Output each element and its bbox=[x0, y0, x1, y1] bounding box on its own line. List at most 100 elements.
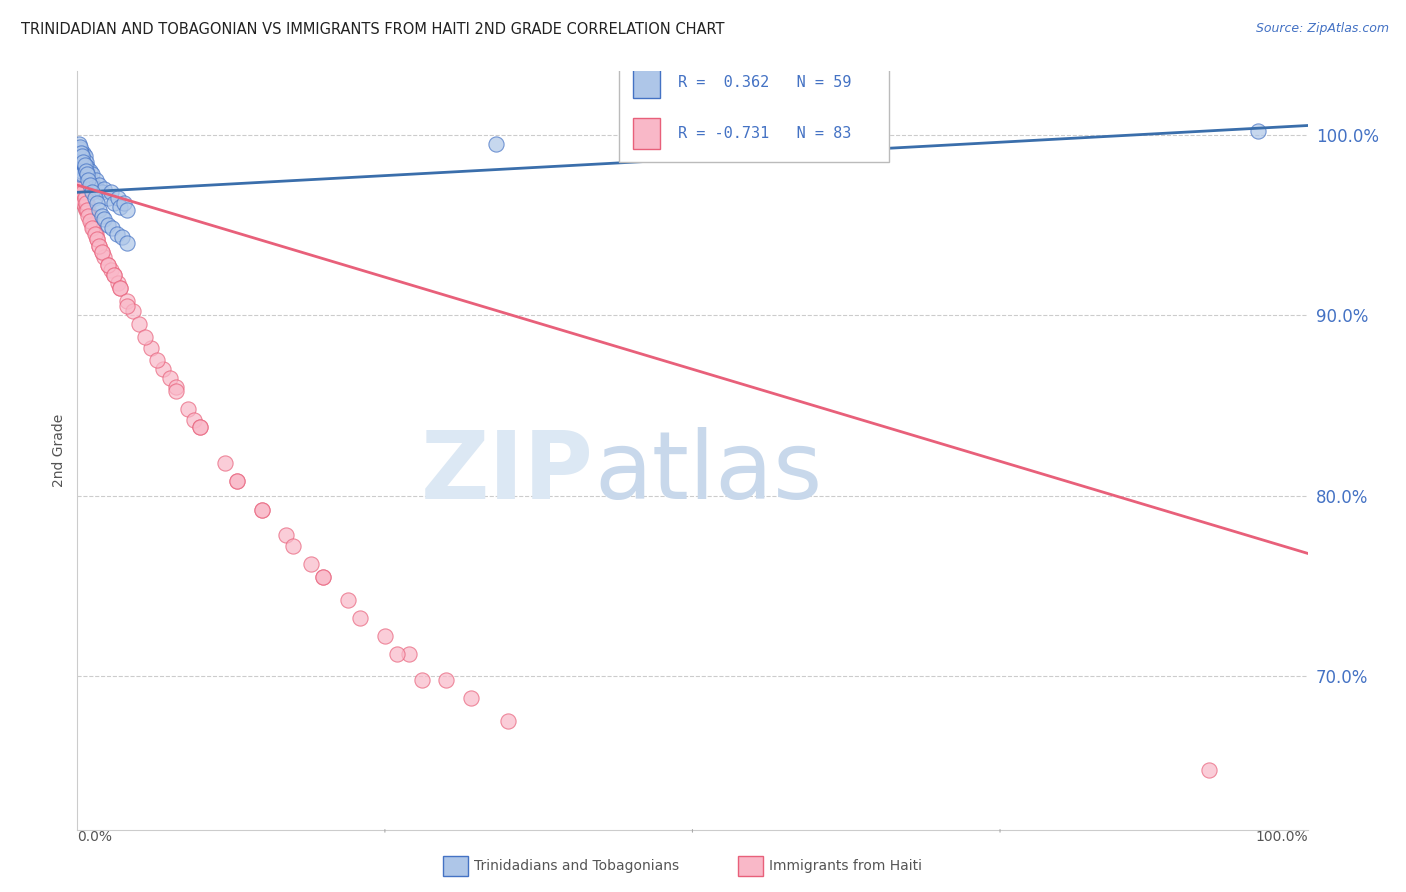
Point bbox=[73, 191, 96, 205]
Text: Source: ZipAtlas.com: Source: ZipAtlas.com bbox=[1256, 22, 1389, 36]
Point bbox=[134, 330, 156, 344]
Point bbox=[70, 149, 93, 163]
Point bbox=[276, 528, 298, 542]
Point bbox=[177, 401, 200, 416]
Point bbox=[496, 714, 519, 729]
Point bbox=[76, 160, 98, 174]
Point bbox=[82, 167, 104, 181]
Text: atlas: atlas bbox=[595, 427, 823, 519]
Point bbox=[115, 299, 138, 313]
Point bbox=[110, 281, 132, 295]
Point bbox=[72, 186, 94, 200]
Point bbox=[67, 186, 90, 200]
Point bbox=[70, 149, 93, 163]
Point bbox=[103, 196, 125, 211]
Text: R = -0.731   N = 83: R = -0.731 N = 83 bbox=[678, 126, 851, 141]
Point bbox=[82, 218, 104, 232]
Point bbox=[67, 167, 90, 181]
Point bbox=[70, 167, 93, 181]
Point bbox=[70, 191, 93, 205]
Y-axis label: 2nd Grade: 2nd Grade bbox=[52, 414, 66, 487]
Text: 100.0%: 100.0% bbox=[1256, 830, 1308, 844]
Point bbox=[73, 158, 96, 172]
Point bbox=[115, 235, 138, 250]
Point bbox=[90, 244, 114, 259]
Point bbox=[75, 196, 97, 211]
Text: Trinidadians and Tobagonians: Trinidadians and Tobagonians bbox=[474, 859, 679, 873]
Point bbox=[398, 648, 420, 662]
Point bbox=[1247, 124, 1270, 138]
Point bbox=[69, 178, 91, 192]
Point bbox=[69, 142, 91, 156]
Point bbox=[188, 420, 212, 434]
Point bbox=[72, 154, 94, 169]
Point bbox=[110, 200, 132, 214]
Point bbox=[70, 154, 93, 169]
Point bbox=[77, 203, 100, 218]
Point bbox=[67, 136, 90, 151]
Point bbox=[86, 232, 108, 246]
Point bbox=[460, 690, 482, 705]
Point bbox=[90, 244, 114, 259]
Point bbox=[250, 503, 273, 517]
Point bbox=[86, 182, 108, 196]
Point bbox=[183, 413, 205, 427]
Point bbox=[80, 214, 103, 228]
Point bbox=[73, 186, 96, 200]
Point bbox=[72, 196, 94, 211]
Point bbox=[349, 611, 371, 625]
Point bbox=[90, 186, 114, 200]
Point bbox=[76, 203, 98, 218]
Point bbox=[83, 227, 105, 241]
Point bbox=[299, 557, 322, 572]
Point bbox=[67, 154, 90, 169]
Point bbox=[70, 172, 93, 186]
Point bbox=[188, 420, 212, 434]
Point bbox=[76, 167, 98, 181]
Point bbox=[75, 154, 97, 169]
Point bbox=[110, 281, 132, 295]
Point bbox=[75, 191, 97, 205]
Point bbox=[485, 136, 508, 151]
Point bbox=[75, 163, 97, 178]
Point bbox=[121, 304, 143, 318]
Point bbox=[82, 186, 104, 200]
Point bbox=[146, 353, 169, 368]
Point bbox=[86, 196, 108, 211]
Point bbox=[89, 178, 111, 192]
Point bbox=[97, 258, 120, 272]
FancyBboxPatch shape bbox=[619, 56, 890, 162]
Point bbox=[93, 250, 115, 264]
Point bbox=[79, 178, 101, 192]
Point bbox=[72, 145, 94, 160]
Point bbox=[100, 186, 122, 200]
Point bbox=[97, 218, 120, 232]
Point bbox=[82, 178, 104, 192]
Point bbox=[70, 178, 93, 192]
Point bbox=[312, 570, 335, 584]
Point bbox=[75, 163, 97, 178]
Point bbox=[93, 182, 115, 196]
Point bbox=[77, 209, 100, 223]
Point bbox=[67, 163, 90, 178]
Point bbox=[82, 221, 104, 235]
Point bbox=[67, 145, 90, 160]
Point bbox=[79, 209, 101, 223]
Point bbox=[105, 227, 128, 241]
Point bbox=[69, 140, 91, 154]
Point bbox=[165, 380, 187, 394]
Point bbox=[103, 268, 125, 283]
Point bbox=[89, 203, 111, 218]
Point bbox=[84, 172, 107, 186]
Point bbox=[69, 149, 91, 163]
Text: TRINIDADIAN AND TOBAGONIAN VS IMMIGRANTS FROM HAITI 2ND GRADE CORRELATION CHART: TRINIDADIAN AND TOBAGONIAN VS IMMIGRANTS… bbox=[21, 22, 724, 37]
Point bbox=[70, 163, 93, 178]
Point bbox=[72, 182, 94, 196]
Bar bbox=[634, 119, 661, 149]
Point bbox=[152, 362, 174, 376]
Point bbox=[312, 570, 335, 584]
Point bbox=[101, 221, 124, 235]
Point bbox=[69, 167, 91, 181]
Point bbox=[112, 196, 135, 211]
Point bbox=[79, 163, 101, 178]
